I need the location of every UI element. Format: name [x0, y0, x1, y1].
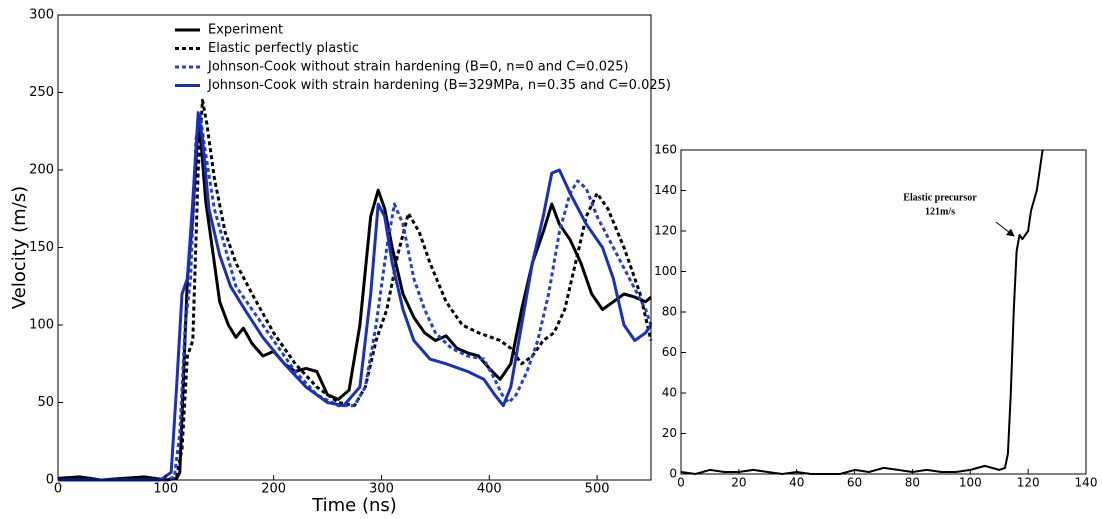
data-line	[58, 98, 653, 482]
y-tick-label: 50	[37, 395, 54, 410]
plot-frame	[680, 149, 1087, 475]
y-tick-label: 20	[662, 426, 677, 440]
annotation: Elastic precursor	[903, 192, 977, 203]
y-tick-label: 160	[654, 143, 677, 157]
y-tick-label: 300	[29, 8, 54, 23]
x-tick-label: 20	[731, 476, 746, 490]
y-tick-label: 0	[669, 467, 677, 481]
data-line	[680, 149, 1044, 475]
x-tick-label: 200	[261, 482, 286, 497]
x-tick-label: 500	[585, 482, 610, 497]
legend-label: Elastic perfectly plastic	[208, 41, 359, 56]
legend-label: Experiment	[208, 23, 283, 38]
x-tick-label: 120	[1017, 476, 1040, 490]
y-tick-label: 150	[29, 240, 54, 255]
x-axis-label: Time (ns)	[311, 495, 397, 516]
x-tick-label: 80	[905, 476, 920, 490]
x-tick-label: 400	[477, 482, 502, 497]
y-tick-label: 40	[662, 386, 677, 400]
x-tick-label: 100	[153, 482, 178, 497]
x-tick-label: 40	[789, 476, 804, 490]
x-tick-label: 0	[677, 476, 685, 490]
annotation-arrow	[995, 221, 1015, 237]
x-tick-label: 100	[959, 476, 982, 490]
y-tick-label: 200	[29, 163, 54, 178]
y-tick-label: 0	[46, 473, 54, 488]
data-line	[58, 114, 653, 482]
legend-label: Johnson-Cook without strain hardening (B…	[207, 60, 629, 75]
data-line	[58, 111, 653, 482]
x-tick-label: 60	[847, 476, 862, 490]
y-axis-label: Velocity (m/s)	[9, 186, 30, 309]
y-tick-label: 250	[29, 85, 54, 100]
y-tick-label: 120	[654, 224, 677, 238]
y-tick-label: 60	[662, 345, 677, 359]
y-tick-label: 100	[654, 264, 677, 278]
y-tick-label: 100	[29, 318, 54, 333]
y-tick-label: 140	[654, 183, 677, 197]
x-tick-label: 0	[54, 482, 62, 497]
y-tick-label: 80	[662, 305, 677, 319]
annotation: 121m/s	[925, 206, 955, 217]
legend-label: Johnson-Cook with strain hardening (B=32…	[207, 78, 671, 93]
x-tick-label: 140	[1075, 476, 1098, 490]
x-tick-label: 300	[369, 482, 394, 497]
